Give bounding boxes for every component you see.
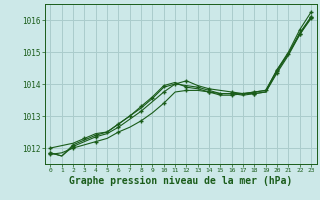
- X-axis label: Graphe pression niveau de la mer (hPa): Graphe pression niveau de la mer (hPa): [69, 176, 292, 186]
